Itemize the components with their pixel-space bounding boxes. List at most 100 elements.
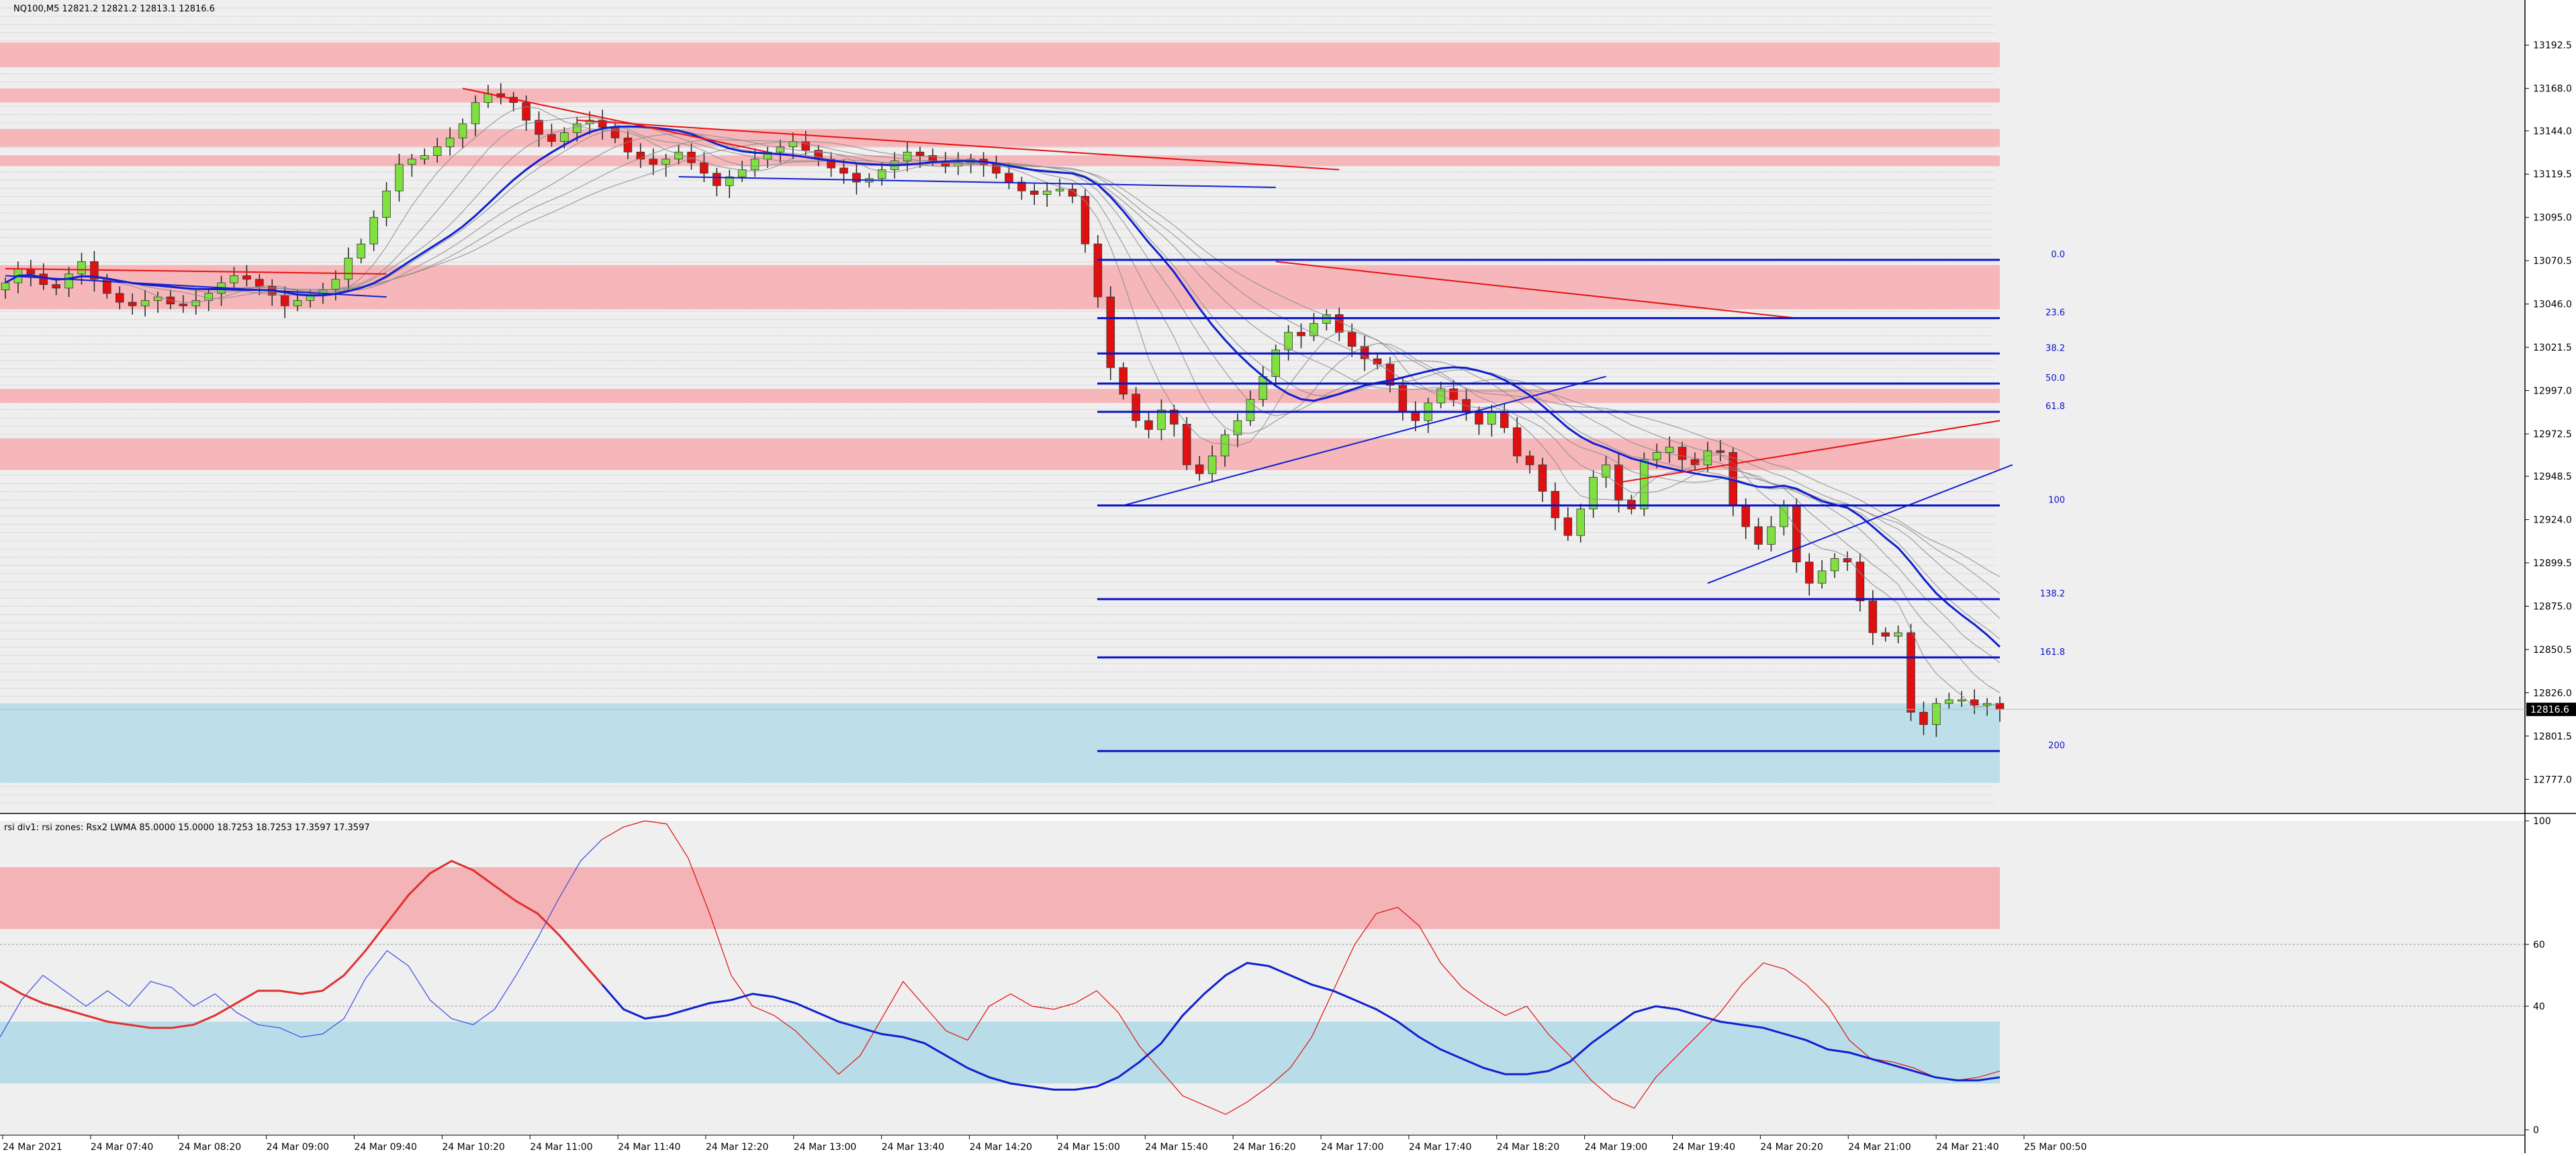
trendline-red	[462, 87, 768, 153]
candle	[140, 300, 150, 306]
candle	[64, 273, 73, 289]
time-tick-label: 24 Mar 09:40	[354, 1142, 416, 1153]
candle	[1258, 376, 1268, 400]
rsi-pane[interactable]	[0, 820, 2525, 1135]
price-tick-label: 12777.0	[2533, 774, 2572, 785]
ma-blue-line	[5, 125, 2001, 648]
candle	[1703, 450, 1712, 465]
fib-level-label: 138.2	[2040, 589, 2065, 599]
candle	[1843, 558, 1852, 563]
candle	[115, 293, 124, 303]
price-tick-label: 12997.0	[2533, 386, 2572, 397]
fib-level-label: 61.8	[2045, 402, 2065, 412]
candle	[1792, 505, 1801, 563]
trendline-blue	[1707, 464, 2013, 584]
candle	[1068, 189, 1077, 197]
trendline-blue	[1123, 375, 1606, 506]
time-tick-label: 24 Mar 16:20	[1233, 1142, 1295, 1153]
rsi-tick-label: 100	[2533, 816, 2551, 827]
candle	[1055, 189, 1064, 191]
supply-zone	[0, 88, 2000, 103]
price-pane[interactable]: 0.0 23.6 38.2 50.0 61.8 100 138.2 161.8 200	[0, 0, 2525, 812]
fib-level-label: 161.8	[2040, 648, 2065, 658]
candle	[382, 190, 391, 218]
candle	[1881, 632, 1890, 637]
candle	[1512, 427, 1522, 457]
candle	[153, 296, 163, 301]
candle	[1817, 570, 1827, 584]
candle	[432, 146, 442, 157]
price-tick-label: 13021.5	[2533, 343, 2572, 353]
candle	[1525, 455, 1534, 465]
price-tick-label: 13046.0	[2533, 300, 2572, 310]
candle	[1945, 699, 1953, 704]
candle	[737, 169, 747, 177]
candle	[1982, 703, 1992, 706]
time-tick-label: 24 Mar 07:40	[91, 1142, 153, 1153]
candle	[1106, 296, 1115, 368]
time-tick-label: 24 Mar 13:00	[794, 1142, 856, 1153]
time-tick-label: 25 Mar 00:50	[2024, 1142, 2086, 1153]
fib-level-label: 100	[2048, 496, 2065, 506]
candle	[1906, 632, 1915, 713]
candle	[1157, 410, 1166, 430]
time-tick-label: 24 Mar 17:00	[1321, 1142, 1383, 1153]
candle	[878, 169, 886, 179]
candle	[1017, 181, 1026, 191]
rsi-series-line	[0, 839, 603, 1038]
candle	[280, 295, 289, 306]
candle	[1042, 190, 1052, 195]
candle	[230, 275, 238, 283]
time-tick-label: 24 Mar 20:20	[1760, 1142, 1823, 1153]
candle	[903, 151, 912, 161]
candle	[1144, 420, 1153, 430]
candle	[179, 304, 188, 306]
rsi-series-line	[601, 962, 2000, 1091]
price-pane-bg	[0, 0, 2525, 812]
candle	[1767, 526, 1776, 545]
candle	[77, 261, 86, 275]
candle	[1284, 332, 1293, 351]
indicator-header: rsi div1: rsi zones: Rsx2 LWMA 85.0000 1…	[4, 823, 370, 833]
candle	[1932, 703, 1941, 725]
candle	[573, 123, 582, 133]
price-tick-label: 12826.0	[2533, 688, 2572, 699]
candle	[1, 282, 10, 290]
rsi-series-line	[602, 820, 2000, 1115]
candle	[1132, 394, 1140, 421]
candle	[408, 159, 416, 165]
candle	[39, 273, 48, 285]
trendline-red	[1275, 261, 1797, 319]
fib-level-label: 50.0	[2045, 373, 2065, 384]
trendline-blue	[678, 176, 1276, 188]
candle	[395, 164, 404, 191]
time-tick-label: 24 Mar 2021	[3, 1142, 62, 1153]
rsi-tick-label: 40	[2533, 1002, 2545, 1012]
candle	[839, 167, 848, 174]
supply-zone	[0, 438, 2000, 470]
fib-level-label: 200	[2048, 741, 2065, 751]
candle	[649, 159, 658, 165]
candle	[1677, 447, 1687, 460]
candle	[1576, 508, 1585, 536]
rsi-series-line	[0, 860, 603, 1029]
candle	[191, 300, 201, 306]
time-tick-label: 24 Mar 17:40	[1409, 1142, 1471, 1153]
candle	[1487, 411, 1496, 425]
last-price-label: 12816.6	[2530, 705, 2569, 715]
rsi-oversold-zone	[0, 1022, 2000, 1083]
candle	[636, 151, 645, 160]
candle	[1119, 367, 1128, 395]
time-tick-label: 24 Mar 19:00	[1585, 1142, 1647, 1153]
time-tick-label: 24 Mar 19:40	[1673, 1142, 1735, 1153]
supply-zone	[0, 42, 2000, 68]
candle	[1919, 711, 1928, 725]
candle	[623, 137, 633, 152]
fib-level-label: 23.6	[2045, 308, 2065, 318]
time-tick-label: 24 Mar 15:00	[1057, 1142, 1119, 1153]
time-tick-label: 24 Mar 08:20	[179, 1142, 241, 1153]
trendline-blue	[5, 275, 387, 298]
